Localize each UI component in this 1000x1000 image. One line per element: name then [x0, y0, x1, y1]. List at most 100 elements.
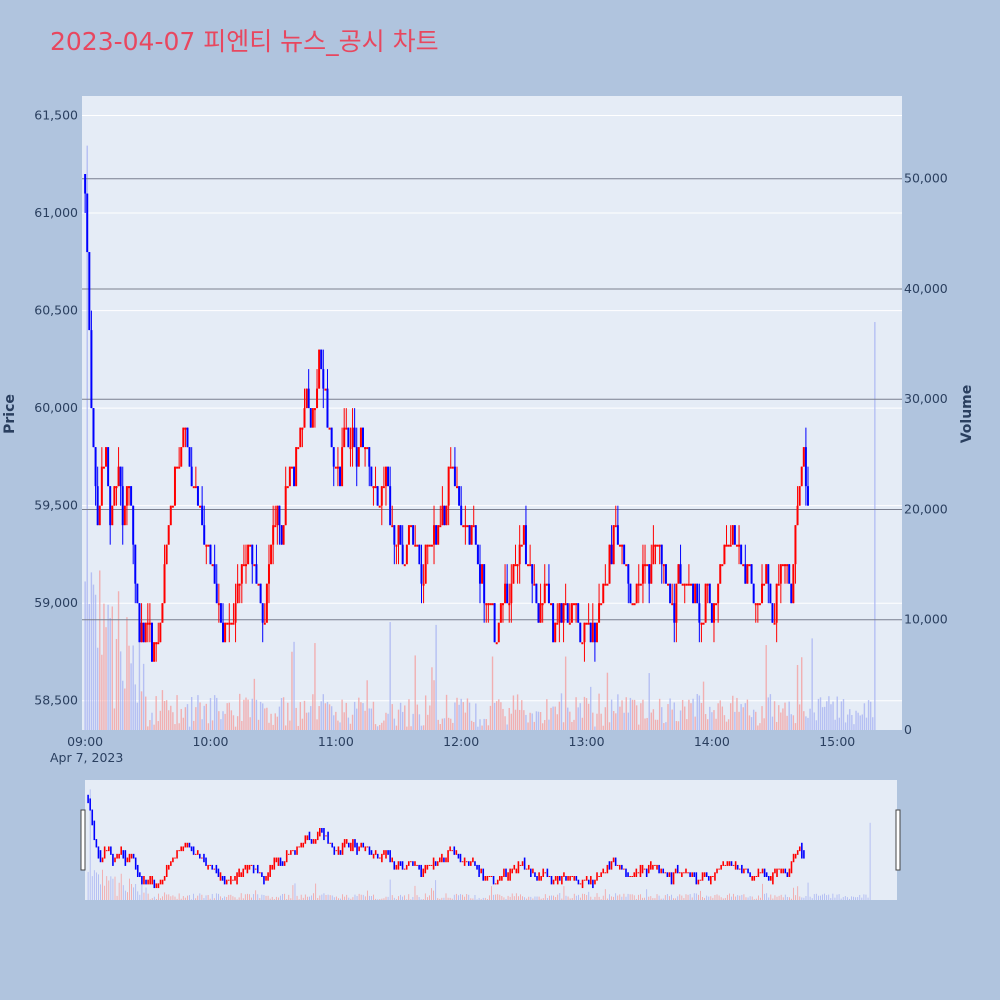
- candle-body: [464, 525, 467, 528]
- candle-body: [295, 447, 298, 487]
- candle-body: [790, 583, 793, 604]
- volume-bar: [468, 702, 471, 730]
- volume-bar: [491, 656, 494, 730]
- volume-bar: [111, 606, 113, 730]
- volume-bar: [293, 641, 295, 730]
- range-slider-left-handle[interactable]: [80, 809, 86, 871]
- volume-bar: [531, 713, 533, 730]
- candle-body: [646, 564, 649, 567]
- volume-bar: [401, 711, 404, 730]
- candle-body: [382, 486, 385, 489]
- volume-bar: [700, 702, 703, 730]
- candle-body: [297, 447, 300, 450]
- candle-body: [662, 564, 665, 567]
- candle-body: [518, 544, 521, 565]
- candle-body: [86, 193, 89, 253]
- candle-body: [395, 544, 398, 547]
- volume-bar: [567, 707, 569, 730]
- volume-bar: [869, 701, 872, 730]
- volume-bar: [778, 705, 780, 730]
- candle-body: [288, 466, 291, 487]
- volume-bar: [713, 710, 715, 730]
- volume-bar: [205, 703, 208, 730]
- volume-bar: [510, 713, 513, 730]
- candle-body: [779, 564, 782, 584]
- candle-body: [109, 486, 112, 526]
- volume-bar: [763, 718, 765, 730]
- volume-bar: [228, 702, 230, 730]
- volume-axis-title: Volume: [959, 385, 975, 444]
- candle-body: [679, 564, 682, 584]
- volume-bar: [314, 643, 316, 730]
- candle-body: [715, 603, 718, 606]
- candle-body: [788, 564, 791, 584]
- volume-bar: [715, 718, 717, 730]
- candle-body: [495, 642, 498, 645]
- volume-bar: [529, 712, 531, 730]
- volume-bar: [213, 695, 216, 730]
- candle-body: [90, 330, 93, 409]
- candle-body: [322, 369, 325, 389]
- candle-body: [543, 583, 546, 604]
- volume-bar: [600, 713, 602, 730]
- volume-bar: [145, 696, 147, 730]
- volume-bar: [479, 719, 481, 730]
- candle-body: [537, 603, 540, 623]
- volume-bar: [757, 725, 759, 730]
- volume-bar: [124, 688, 126, 730]
- candle-body: [349, 447, 352, 450]
- volume-bar: [140, 691, 143, 730]
- candle-body: [533, 583, 536, 586]
- candle-body: [579, 622, 582, 643]
- volume-bar: [838, 717, 841, 730]
- candle-body: [539, 603, 542, 623]
- candle-body: [399, 525, 402, 545]
- candle-body: [710, 603, 713, 623]
- candle-body: [587, 622, 590, 625]
- range-slider-right-handle[interactable]: [895, 809, 901, 871]
- candle-body: [725, 544, 728, 547]
- candle-body: [299, 427, 302, 448]
- volume-bar: [775, 721, 778, 730]
- volume-bar: [211, 720, 214, 730]
- volume-bar: [717, 703, 719, 730]
- volume-bar: [679, 710, 682, 730]
- candle-body: [267, 564, 270, 584]
- candle-body: [573, 603, 575, 606]
- volume-bar: [103, 603, 105, 730]
- volume-bar: [157, 721, 159, 730]
- volume-bar: [84, 581, 86, 730]
- candle-body: [407, 525, 410, 545]
- volume-bar: [619, 706, 621, 730]
- volume-bar: [122, 680, 124, 730]
- candle-body: [146, 622, 149, 625]
- candle-body: [213, 564, 216, 584]
- volume-bar: [414, 655, 416, 730]
- volume-bar: [251, 698, 253, 730]
- volume-bar: [138, 642, 141, 730]
- range-slider[interactable]: [80, 0, 901, 900]
- volume-bar: [846, 714, 849, 730]
- price-tick-label: 59,500: [34, 498, 78, 513]
- volume-bar: [840, 701, 843, 730]
- volume-bar: [667, 704, 669, 730]
- candle-body: [309, 408, 312, 428]
- price-tick-label: 58,500: [34, 693, 78, 708]
- range-slider-background: [85, 780, 897, 900]
- candle-body: [577, 603, 580, 623]
- volume-bar: [86, 145, 88, 731]
- volume-bar: [621, 700, 623, 730]
- candle-body: [211, 564, 214, 567]
- candle-body: [560, 603, 563, 623]
- candle-body: [240, 564, 243, 584]
- candle-body: [368, 447, 371, 467]
- candle-body: [700, 622, 703, 625]
- volume-bar: [113, 708, 116, 730]
- volume-bar: [834, 719, 836, 730]
- candle-body: [84, 174, 87, 194]
- volume-bar: [216, 697, 218, 730]
- volume-bar: [564, 656, 567, 730]
- candle-body: [541, 603, 544, 606]
- volume-bar: [470, 720, 473, 730]
